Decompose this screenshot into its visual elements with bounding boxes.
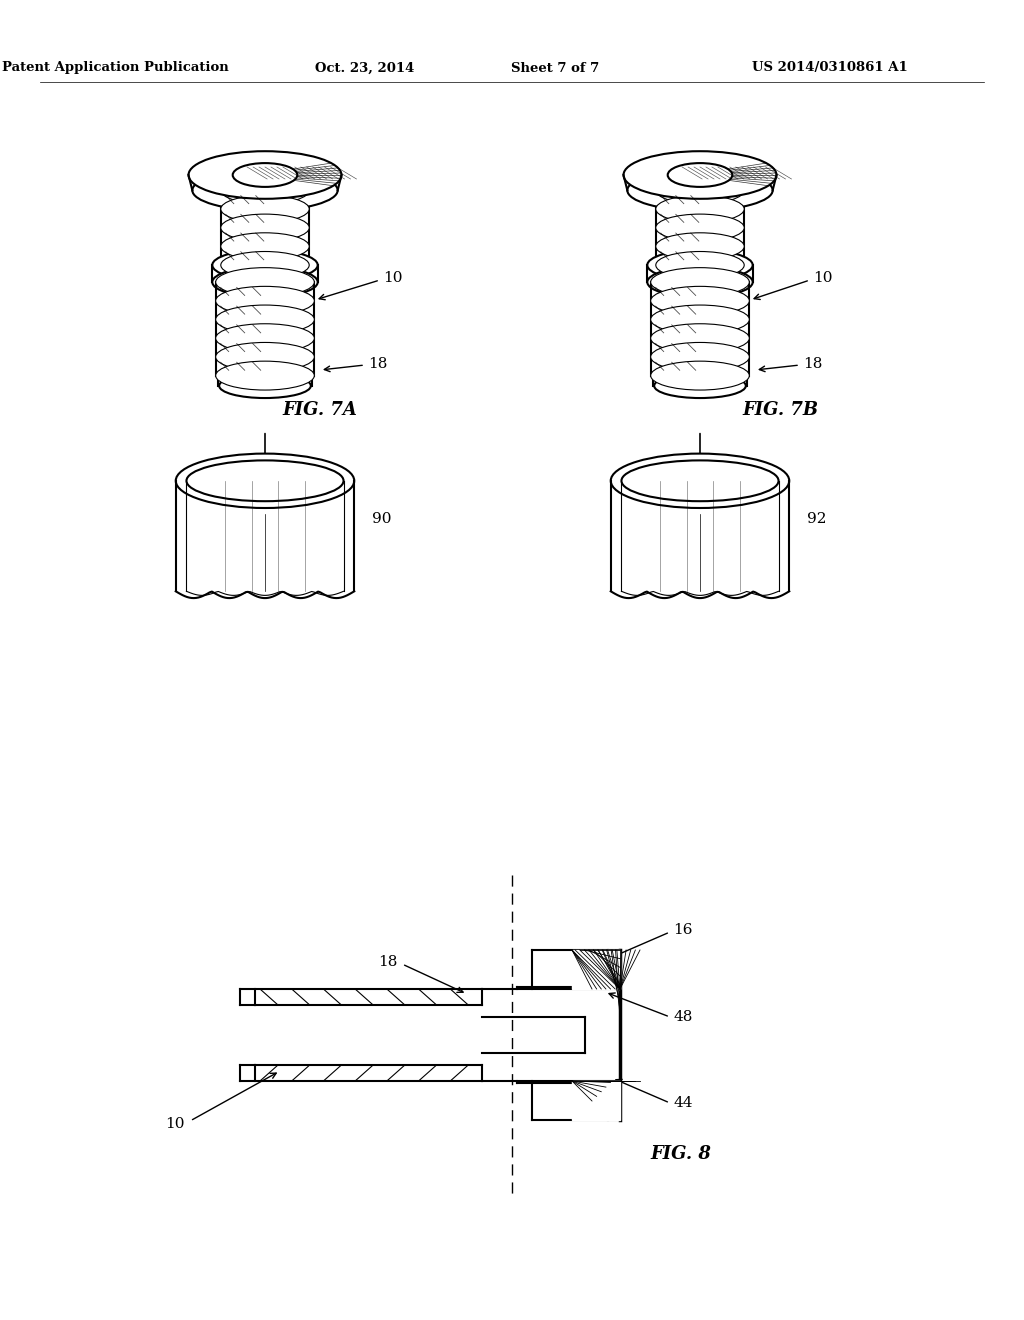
Text: Patent Application Publication: Patent Application Publication <box>2 62 228 74</box>
Ellipse shape <box>221 214 309 242</box>
Ellipse shape <box>650 286 750 315</box>
Ellipse shape <box>221 252 309 279</box>
Text: 10: 10 <box>813 271 833 285</box>
Text: FIG. 7B: FIG. 7B <box>742 401 818 418</box>
Ellipse shape <box>216 342 314 371</box>
Text: 10: 10 <box>166 1117 185 1131</box>
Text: 44: 44 <box>673 1096 692 1110</box>
Ellipse shape <box>655 177 744 203</box>
Ellipse shape <box>221 195 309 223</box>
Text: FIG. 8: FIG. 8 <box>650 1144 711 1163</box>
Ellipse shape <box>232 164 297 187</box>
Ellipse shape <box>216 305 314 334</box>
Ellipse shape <box>622 461 778 502</box>
Ellipse shape <box>216 286 314 315</box>
Ellipse shape <box>176 454 354 508</box>
Ellipse shape <box>654 374 745 399</box>
Polygon shape <box>572 1081 620 1119</box>
Ellipse shape <box>650 362 750 389</box>
Ellipse shape <box>216 362 314 389</box>
Text: US 2014/0310861 A1: US 2014/0310861 A1 <box>752 62 908 74</box>
Ellipse shape <box>221 232 309 260</box>
Ellipse shape <box>655 195 744 223</box>
Polygon shape <box>572 950 620 989</box>
Ellipse shape <box>668 164 732 187</box>
Ellipse shape <box>650 323 750 352</box>
Text: 10: 10 <box>383 271 402 285</box>
Ellipse shape <box>650 342 750 371</box>
Ellipse shape <box>650 268 750 297</box>
Ellipse shape <box>610 454 790 508</box>
Text: 90: 90 <box>373 512 392 527</box>
Ellipse shape <box>186 461 343 502</box>
Text: 18: 18 <box>803 356 822 371</box>
Ellipse shape <box>193 170 338 210</box>
Ellipse shape <box>655 214 744 242</box>
Text: FIG. 7A: FIG. 7A <box>283 401 357 418</box>
Ellipse shape <box>212 249 317 280</box>
Ellipse shape <box>219 374 311 399</box>
Ellipse shape <box>650 305 750 334</box>
Ellipse shape <box>655 232 744 260</box>
Text: Oct. 23, 2014: Oct. 23, 2014 <box>315 62 415 74</box>
Ellipse shape <box>647 267 753 297</box>
Text: Sheet 7 of 7: Sheet 7 of 7 <box>511 62 599 74</box>
Ellipse shape <box>218 362 311 389</box>
Ellipse shape <box>188 152 341 199</box>
Ellipse shape <box>216 268 314 297</box>
Text: 92: 92 <box>807 512 826 527</box>
Ellipse shape <box>624 152 776 199</box>
Ellipse shape <box>212 267 317 297</box>
Ellipse shape <box>655 252 744 279</box>
Text: 48: 48 <box>673 1010 692 1024</box>
Text: 18: 18 <box>378 954 397 969</box>
Ellipse shape <box>216 323 314 352</box>
Ellipse shape <box>647 249 753 280</box>
Ellipse shape <box>221 177 309 203</box>
Text: 18: 18 <box>368 356 387 371</box>
Text: 16: 16 <box>673 923 692 937</box>
Ellipse shape <box>628 170 773 210</box>
Ellipse shape <box>653 362 746 389</box>
